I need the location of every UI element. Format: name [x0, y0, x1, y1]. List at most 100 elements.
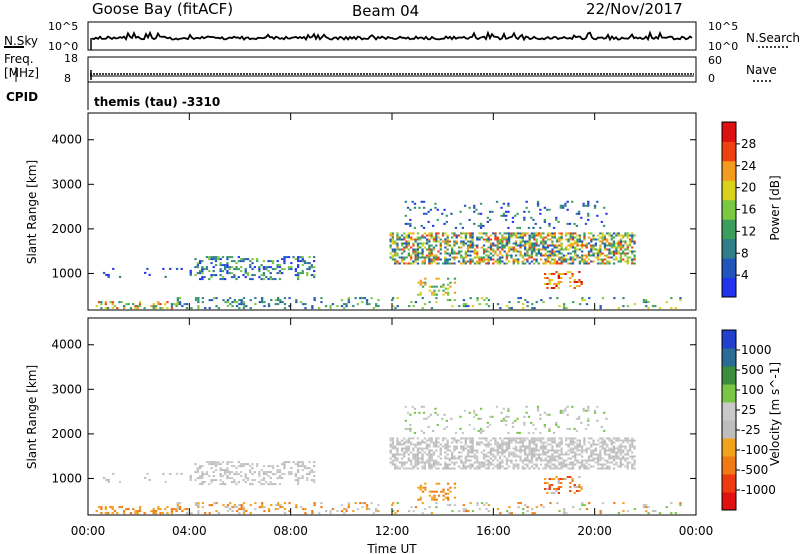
heatmap-cell	[277, 508, 280, 511]
heatmap-cell	[261, 504, 264, 507]
heatmap-cell	[612, 447, 616, 450]
heatmap-cell	[419, 291, 422, 294]
heatmap-cell	[559, 206, 562, 209]
heatmap-cell	[507, 202, 510, 205]
heatmap-cell	[201, 266, 204, 269]
heatmap-cell	[615, 258, 618, 261]
heatmap-cell	[396, 441, 399, 444]
heatmap-cell	[631, 252, 634, 255]
heatmap-cell	[628, 238, 632, 241]
heatmap-cell	[451, 305, 454, 308]
heatmap-cell	[530, 244, 534, 247]
heatmap-cell	[442, 488, 445, 491]
heatmap-cell	[606, 461, 609, 464]
heatmap-cell	[534, 222, 537, 225]
heatmap-cell	[432, 246, 436, 249]
heatmap-cell	[424, 482, 427, 485]
heatmap-cell	[396, 447, 399, 450]
heatmap-cell	[560, 258, 563, 261]
heatmap-cell	[464, 455, 467, 458]
heatmap-cell	[428, 443, 431, 446]
heatmap-cell	[427, 220, 430, 223]
heatmap-cell	[405, 242, 408, 245]
heatmap-cell	[389, 443, 392, 446]
heatmap-cell	[419, 242, 422, 245]
heatmap-cell	[590, 465, 593, 468]
heatmap-cell	[581, 297, 584, 300]
heatmap-cell	[215, 297, 218, 300]
heatmap-cell	[214, 264, 218, 267]
heatmap-cell	[569, 463, 572, 466]
heatmap-cell	[530, 437, 534, 440]
heatmap-cell	[281, 506, 284, 509]
colorbar-segment	[722, 348, 736, 367]
heatmap-cell	[450, 212, 453, 215]
heatmap-cell	[214, 469, 218, 472]
heatmap-cell	[501, 236, 504, 239]
heatmap-cell	[645, 301, 648, 304]
heatmap-cell	[271, 262, 275, 265]
heatmap-cell	[558, 445, 561, 448]
heatmap-cell	[535, 437, 538, 440]
heatmap-cell	[418, 206, 421, 209]
heatmap-cell	[486, 421, 489, 424]
heatmap-cell	[555, 476, 558, 478]
heatmap-cell	[496, 467, 499, 470]
heatmap-cell	[486, 216, 489, 219]
heatmap-cell	[612, 445, 616, 448]
heatmap-cell	[441, 439, 445, 442]
heatmap-cell	[377, 504, 380, 507]
heatmap-cell	[535, 439, 538, 442]
heatmap-cell	[453, 455, 456, 458]
heatmap-cell	[230, 477, 234, 480]
heatmap-cell	[528, 248, 531, 251]
heatmap-cell	[631, 232, 634, 235]
heatmap-cell	[310, 479, 313, 482]
heatmap-cell	[495, 200, 499, 203]
heatmap-cell	[233, 274, 236, 277]
heatmap-cell	[645, 510, 648, 513]
freq-label: Freq.	[4, 52, 34, 66]
heatmap-cell	[313, 481, 316, 484]
heatmap-cell	[457, 250, 461, 253]
heatmap-cell	[138, 506, 142, 509]
noise-tick-top-right: 10^5	[708, 20, 738, 33]
heatmap-cell	[533, 262, 536, 265]
heatmap-cell	[536, 200, 540, 203]
heatmap-cell	[219, 467, 222, 470]
heatmap-cell	[340, 510, 344, 513]
heatmap-cell	[546, 461, 550, 464]
heatmap-cell	[498, 258, 502, 261]
heatmap-cell	[143, 307, 146, 310]
heatmap-cell	[567, 449, 570, 452]
heatmap-cell	[190, 512, 193, 515]
heatmap-cell	[453, 252, 456, 255]
heatmap-cell	[478, 443, 481, 446]
heatmap-cell	[221, 481, 225, 484]
heatmap-cell	[391, 441, 394, 444]
heatmap-cell	[542, 246, 545, 249]
heatmap-cell	[389, 252, 392, 255]
heatmap-cell	[453, 504, 456, 507]
heatmap-cell	[394, 467, 397, 470]
heatmap-cell	[152, 510, 155, 513]
heatmap-cell	[416, 459, 420, 462]
heatmap-cell	[654, 510, 657, 513]
heatmap-cell	[356, 303, 360, 306]
heatmap-cell	[471, 455, 474, 458]
heatmap-cell	[270, 504, 273, 507]
heatmap-cell	[271, 465, 275, 468]
heatmap-cell	[104, 303, 107, 306]
heatmap-cell	[551, 244, 554, 247]
heatmap-cell	[476, 467, 479, 470]
heatmap-cell	[428, 455, 431, 458]
heatmap-cell	[590, 244, 593, 247]
heatmap-cell	[633, 303, 636, 306]
heatmap-cell	[431, 293, 434, 296]
heatmap-cell	[410, 301, 413, 304]
heatmap-cell	[421, 242, 424, 245]
heatmap-cell	[508, 506, 511, 509]
heatmap-cell	[564, 202, 567, 205]
heatmap-cell	[487, 459, 490, 462]
